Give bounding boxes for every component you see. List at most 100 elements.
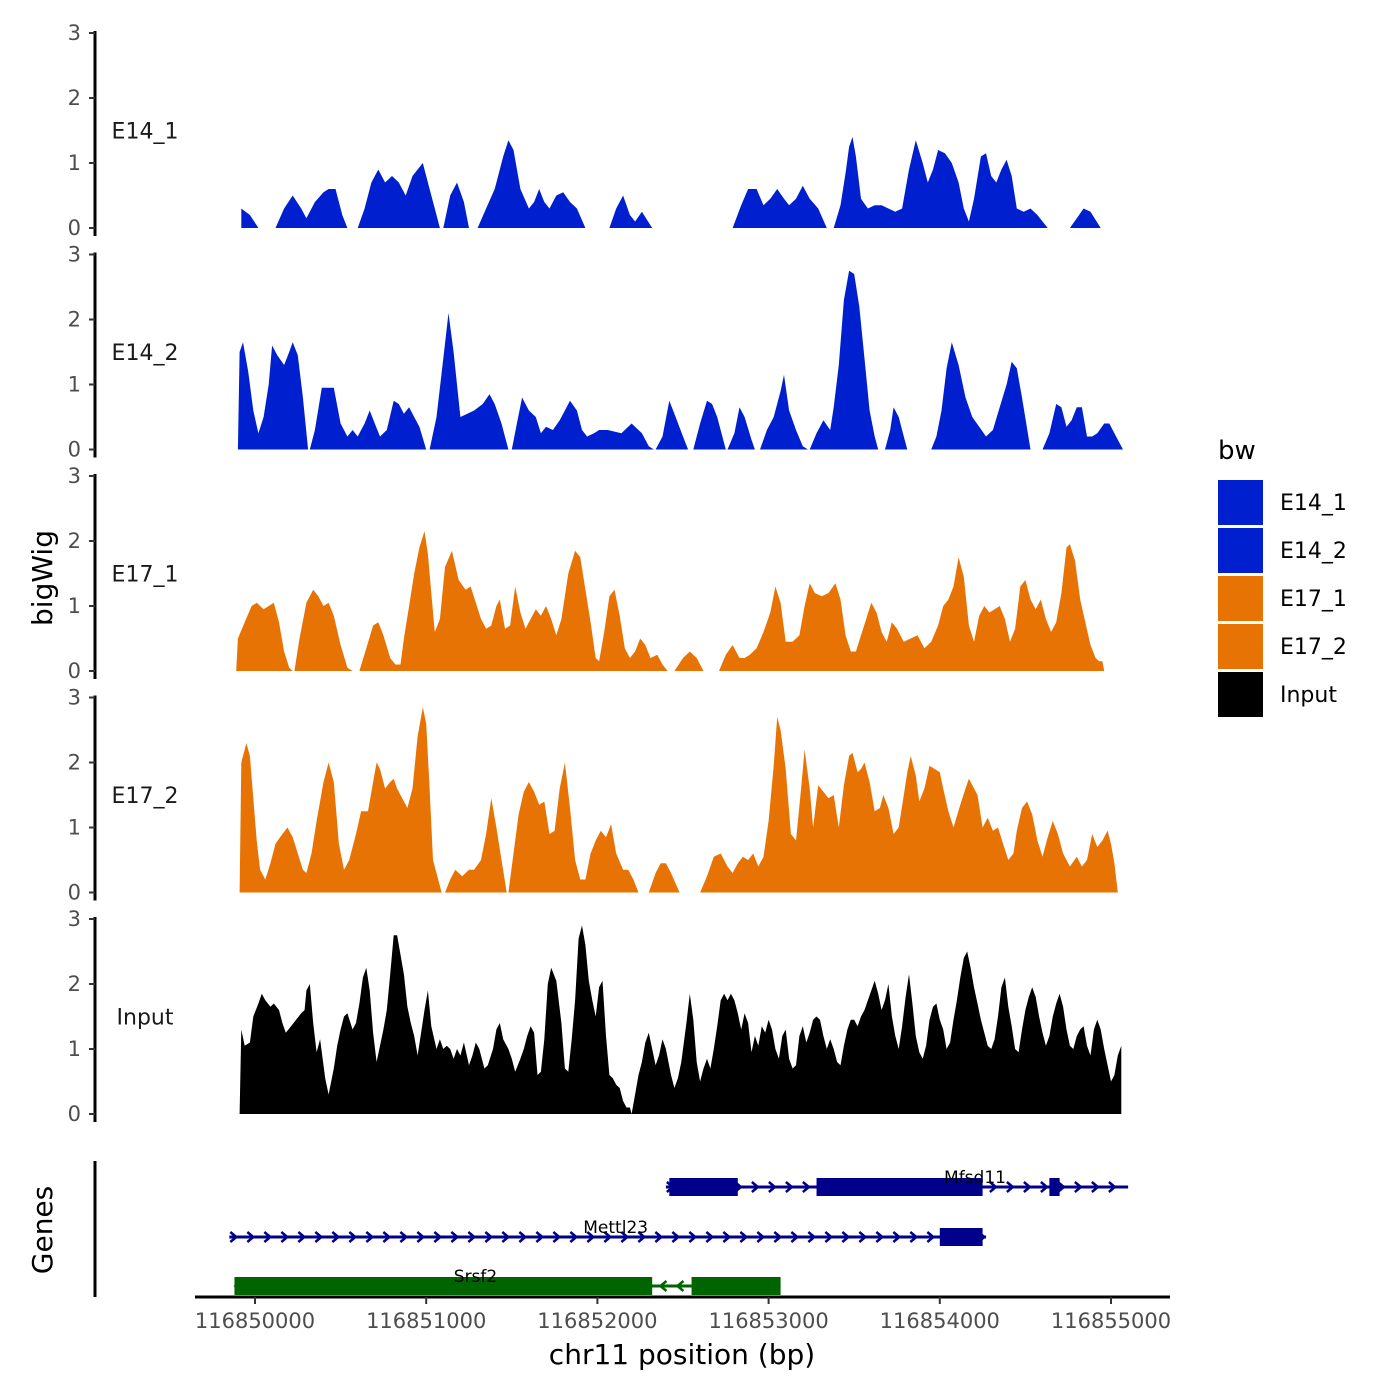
x-tick-label: 116853000 <box>708 1309 828 1333</box>
coverage-area-e14-2 <box>237 342 309 450</box>
strand-arrow <box>263 1231 273 1243</box>
y-tick-label: 3 <box>68 243 81 267</box>
strand-arrow <box>1040 1181 1049 1193</box>
coverage-area-input <box>239 925 632 1114</box>
track-e14-1: 0 1 2 3 E14_1 <box>68 21 1101 240</box>
coverage-area-e14-1 <box>833 137 1048 228</box>
y-tick-label: 1 <box>68 816 81 840</box>
legend-label: E17_2 <box>1280 635 1347 660</box>
gene-exon <box>816 1178 983 1196</box>
track-label-e17-2: E17_2 <box>112 784 179 809</box>
y-tick-label: 3 <box>68 21 81 45</box>
y-tick-label: 0 <box>68 881 81 905</box>
strand-arrow <box>620 1231 630 1243</box>
track-e17-2: 0 1 2 3 E17_2 <box>68 686 1118 905</box>
coverage-area-e14-1 <box>241 208 259 228</box>
strand-arrow <box>246 1231 256 1243</box>
y-tick-label: 2 <box>68 529 81 553</box>
legend-swatch <box>1218 528 1263 573</box>
gene-mfsd11: Mfsd11 <box>665 1168 1129 1196</box>
legend-item-e14-1: E14_1 <box>1218 480 1347 525</box>
coverage-area-e14-2 <box>511 397 654 450</box>
strand-arrow <box>824 1231 834 1243</box>
strand-arrow <box>675 1280 685 1292</box>
strand-arrow <box>348 1231 358 1243</box>
strand-arrow <box>756 1231 766 1243</box>
coverage-area-e14-1 <box>357 163 440 228</box>
strand-arrow <box>858 1231 868 1243</box>
strand-arrow <box>535 1231 545 1243</box>
track-label-e14-1: E14_1 <box>112 120 179 145</box>
y-axis-title: bigWig <box>26 530 59 626</box>
y-tick-label: 2 <box>68 972 81 996</box>
gene-name-mettl23: Mettl23 <box>583 1218 648 1238</box>
strand-arrow <box>518 1231 528 1243</box>
y-tick-label: 3 <box>68 686 81 710</box>
strand-arrow <box>1108 1181 1117 1193</box>
strand-arrow <box>875 1231 885 1243</box>
strand-arrow <box>297 1231 307 1243</box>
strand-arrow <box>331 1231 341 1243</box>
coverage-area-e17-1 <box>294 589 353 671</box>
gene-name-mfsd11: Mfsd11 <box>944 1168 1006 1188</box>
legend-title: bw <box>1218 436 1256 466</box>
coverage-area-e14-2 <box>655 400 689 450</box>
y-tick-label: 1 <box>68 594 81 618</box>
strand-arrow <box>229 1231 239 1243</box>
track-label-e17-1: E17_1 <box>112 563 179 588</box>
strand-arrow <box>399 1231 409 1243</box>
gene-exon <box>669 1178 738 1196</box>
y-tick-label: 0 <box>68 659 81 683</box>
legend: bw E14_1 E14_2 E17_1 E17_2 Input <box>1218 436 1347 717</box>
legend-item-e17-2: E17_2 <box>1218 624 1347 669</box>
strand-arrow <box>1074 1181 1083 1193</box>
strand-arrow <box>569 1231 579 1243</box>
coverage-area-e17-1 <box>236 602 293 671</box>
coverage-area-e14-2 <box>693 400 726 450</box>
coverage-area-e14-1 <box>1069 208 1101 228</box>
coverage-area-e14-2 <box>727 407 755 450</box>
strand-arrow <box>1057 1181 1066 1193</box>
y-tick-label: 1 <box>68 373 81 397</box>
strand-arrow <box>1091 1181 1100 1193</box>
strand-arrow <box>705 1231 715 1243</box>
genes-axis-title: Genes <box>26 1186 59 1274</box>
strand-arrow <box>841 1231 851 1243</box>
y-tick-label: 1 <box>68 151 81 175</box>
gene-name-srsf2: Srsf2 <box>454 1267 497 1287</box>
legend-item-input: Input <box>1218 672 1337 717</box>
strand-arrow <box>909 1231 919 1243</box>
strand-arrow <box>785 1181 794 1193</box>
strand-arrow <box>658 1280 668 1292</box>
coverage-area-e14-1 <box>609 195 653 228</box>
gene-exon <box>939 1228 983 1246</box>
strand-arrow <box>802 1181 811 1193</box>
coverage-area-e14-2 <box>809 270 879 450</box>
tracks-layer: 0 1 2 3 E14_1 0 1 2 3 E14_2 0 1 2 3 E17_1 0 1 2 3 E17_2 0 1 2 3… <box>68 21 1123 1126</box>
strand-arrow <box>722 1231 732 1243</box>
strand-arrow <box>688 1231 698 1243</box>
strand-arrow <box>637 1231 647 1243</box>
legend-swatch <box>1218 480 1263 525</box>
strand-arrow <box>989 1181 998 1193</box>
x-tick-label: 116850000 <box>195 1309 315 1333</box>
legend-swatch <box>1218 672 1263 717</box>
legend-label: Input <box>1280 683 1337 708</box>
strand-arrow <box>280 1231 290 1243</box>
gene-exon <box>1049 1178 1060 1196</box>
strand-arrow <box>586 1231 596 1243</box>
x-tick-label: 116852000 <box>537 1309 657 1333</box>
strand-arrow <box>552 1231 562 1243</box>
coverage-area-e14-1 <box>443 182 469 228</box>
x-tick-label: 116851000 <box>366 1309 486 1333</box>
y-tick-label: 2 <box>68 751 81 775</box>
x-tick-label: 116855000 <box>1051 1309 1171 1333</box>
coverage-area-e17-2 <box>239 707 442 893</box>
strand-arrow <box>926 1231 936 1243</box>
strand-arrow <box>416 1231 426 1243</box>
coverage-area-e17-2 <box>445 798 507 893</box>
strand-arrow <box>768 1181 777 1193</box>
y-tick-label: 0 <box>68 1102 81 1126</box>
gene-mettl23: Mettl23 <box>229 1218 987 1246</box>
